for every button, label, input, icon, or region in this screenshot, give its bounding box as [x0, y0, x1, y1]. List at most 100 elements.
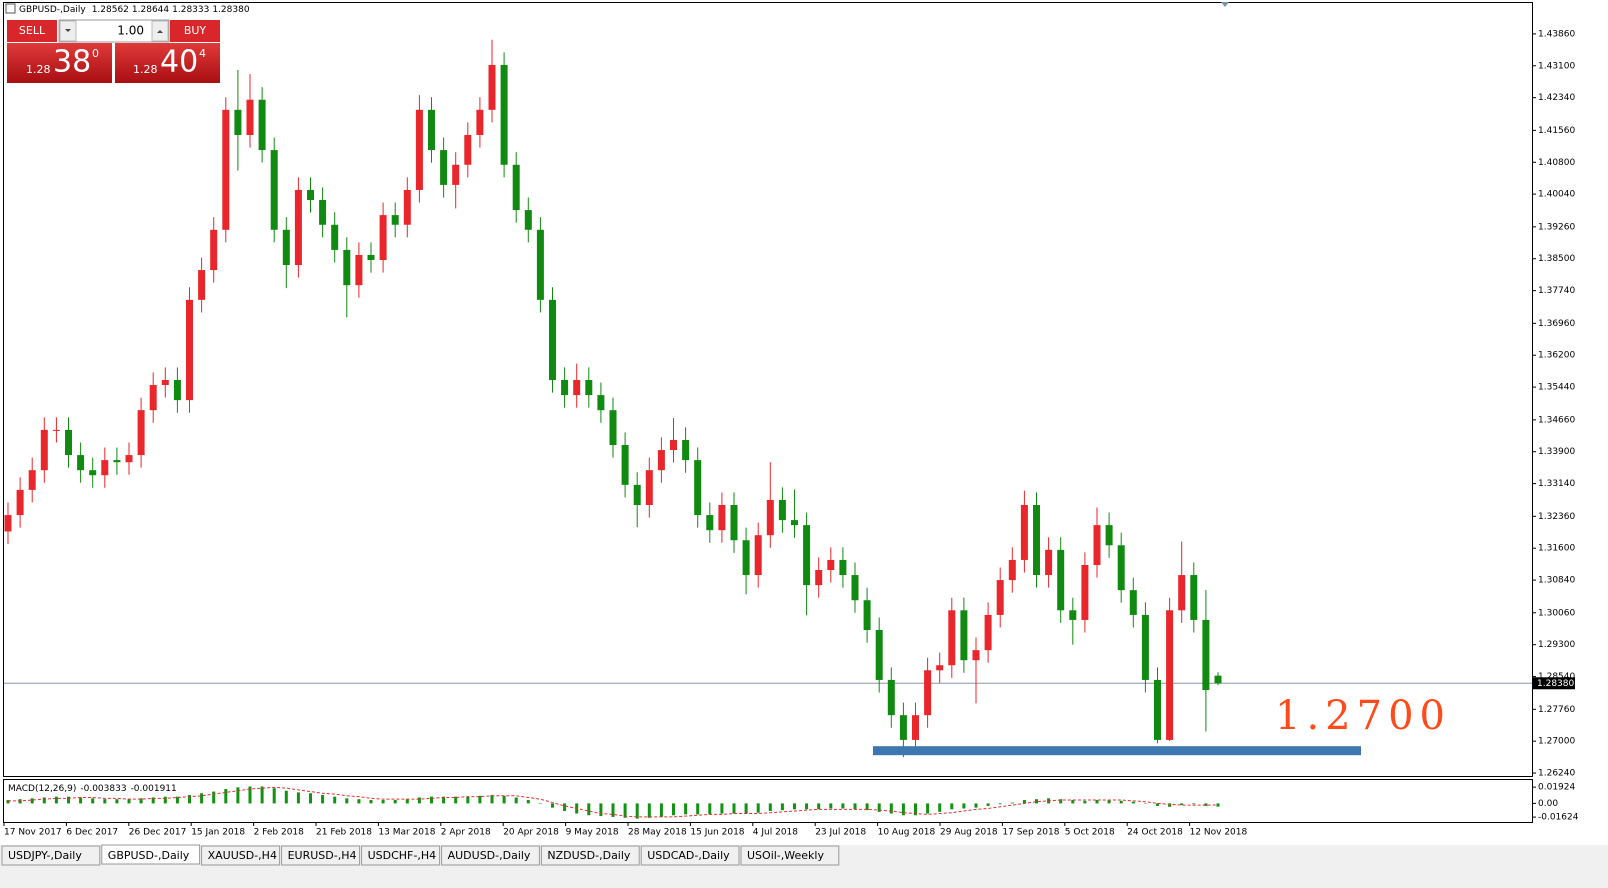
tab[interactable]: [740, 845, 840, 866]
macd-bar: [333, 796, 337, 804]
y-tick-label: 1.39260: [1538, 222, 1575, 232]
macd-bar: [853, 803, 857, 810]
candle-body: [597, 395, 605, 411]
tab-label[interactable]: GBPUSD-,Daily: [108, 849, 190, 862]
macd-bar: [950, 803, 954, 810]
macd-signal-value: -0.001911: [131, 784, 177, 794]
macd-bar: [659, 803, 663, 817]
chart-header: GBPUSD-,Daily 1.28562 1.28644 1.28333 1.2838…: [19, 5, 250, 15]
tab[interactable]: [201, 845, 281, 866]
candle-body: [1045, 549, 1053, 576]
macd-bar: [514, 797, 518, 804]
tab[interactable]: [281, 845, 361, 866]
candle-body: [1214, 675, 1222, 684]
x-tick-label: 24 Oct 2018: [1127, 828, 1183, 838]
candle-body: [282, 229, 290, 266]
macd-bar: [1131, 801, 1135, 804]
macd-bar: [151, 797, 155, 804]
candle-body: [270, 150, 278, 230]
macd-bar: [780, 803, 784, 811]
sell-label[interactable]: SELL: [19, 24, 46, 37]
symbol: GBPUSD-,Daily: [19, 5, 86, 15]
candle-body: [89, 470, 97, 476]
sell-button[interactable]: [7, 20, 57, 42]
tab[interactable]: [361, 845, 441, 866]
x-tick-label: 21 Feb 2018: [316, 828, 372, 838]
candle-body: [4, 515, 12, 532]
buy-button[interactable]: [170, 20, 220, 42]
macd-bar: [998, 803, 1002, 805]
macd-bar: [962, 803, 966, 809]
header-open: 1.28562: [92, 5, 129, 15]
tab[interactable]: [441, 845, 540, 866]
x-tick-label: 2 Apr 2018: [441, 828, 491, 838]
candle-body: [52, 429, 60, 431]
candle-body: [428, 109, 435, 151]
lot-input[interactable]: [58, 19, 170, 43]
tab-label[interactable]: USDJPY-,Daily: [8, 849, 82, 862]
macd-bar: [309, 793, 312, 804]
buy-price-box[interactable]: [115, 43, 220, 83]
candle-body: [1033, 504, 1040, 576]
candle-body: [899, 715, 907, 740]
candle-body: [464, 134, 472, 165]
macd-bar: [163, 796, 167, 804]
macd-bar: [720, 803, 724, 814]
macd-bar: [696, 803, 700, 815]
candle-body: [258, 99, 266, 151]
y-tick-label: 1.38500: [1538, 254, 1575, 264]
macd-bar: [91, 798, 95, 804]
tab[interactable]: [540, 845, 640, 866]
tab-label[interactable]: XAUUSD-,H4: [208, 849, 277, 862]
macd-bar: [1035, 799, 1038, 804]
candle-body: [210, 229, 218, 271]
tab-label[interactable]: USDCHF-,H4: [368, 849, 437, 862]
macd-tick-label: 0.01924: [1538, 783, 1575, 793]
tab-label[interactable]: USOil-,Weekly: [747, 849, 824, 862]
tab-label[interactable]: USDCAD-,Daily: [647, 849, 730, 862]
macd-bar: [563, 803, 567, 812]
macd-bar: [647, 803, 651, 818]
candle-body: [173, 379, 181, 401]
macd-bar: [1022, 800, 1026, 804]
macd-bar: [1168, 803, 1172, 807]
candle-body: [972, 650, 980, 661]
candle-body: [670, 439, 677, 451]
macd-bar: [67, 796, 70, 804]
sell-price-pips: 38: [53, 45, 91, 80]
buy-label[interactable]: BUY: [184, 24, 207, 37]
tab[interactable]: [640, 845, 740, 866]
x-tick-label: 13 Mar 2018: [378, 828, 435, 838]
macd-bar: [224, 789, 228, 804]
macd-bar: [260, 786, 264, 804]
tab-label[interactable]: EURUSD-,H4: [288, 849, 357, 862]
x-tick-label: 15 Jan 2018: [191, 828, 245, 838]
x-tick-label: 2 Feb 2018: [254, 828, 305, 838]
macd-signal-line: [8, 786, 1219, 818]
y-tick-label: 1.30840: [1538, 576, 1575, 586]
macd-bar: [127, 799, 131, 804]
macd-bar: [901, 803, 905, 816]
candle-body: [246, 99, 254, 135]
macd-bar: [526, 800, 530, 804]
tab-label[interactable]: AUDUSD-,Daily: [448, 849, 531, 862]
candle-body: [1105, 525, 1113, 546]
candle-body: [730, 504, 738, 541]
macd-bar: [538, 803, 542, 804]
tab[interactable]: [1, 845, 101, 866]
tab-label[interactable]: NZDUSD-,Daily: [547, 849, 631, 862]
candle-body: [1178, 575, 1186, 611]
candle-body: [912, 715, 919, 740]
x-tick-label: 4 Jul 2018: [753, 828, 798, 838]
y-tick-label: 1.28540: [1538, 672, 1575, 682]
candle-body: [452, 164, 460, 185]
candles: [4, 39, 1222, 758]
tab[interactable]: [101, 844, 201, 865]
y-tick-label: 1.42340: [1538, 93, 1575, 103]
support-bar: [873, 746, 1361, 756]
sell-price-box[interactable]: [7, 43, 112, 83]
macd-bar: [54, 796, 58, 804]
macd-bar: [732, 803, 736, 814]
candle-body: [40, 429, 48, 471]
